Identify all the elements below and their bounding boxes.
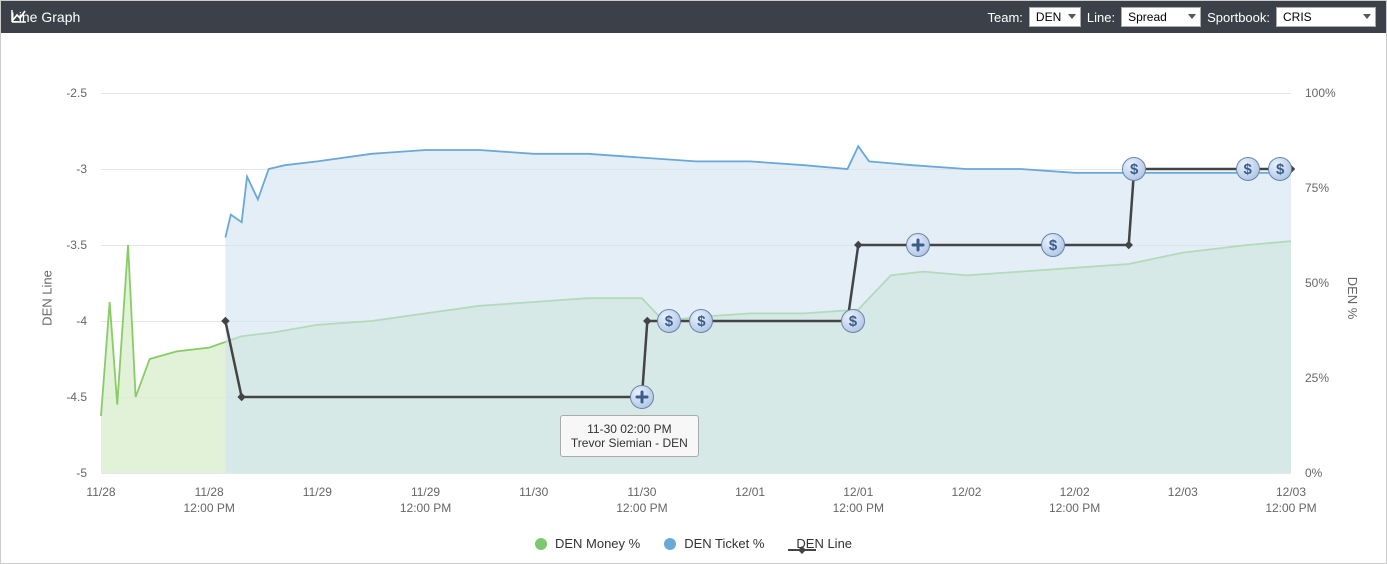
money-marker-icon[interactable]: $ — [1236, 157, 1260, 181]
legend-line[interactable]: DEN Line — [788, 536, 852, 551]
money-marker-icon[interactable]: $ — [1268, 157, 1292, 181]
legend-ticket[interactable]: DEN Ticket % — [664, 536, 764, 551]
header-controls: Team: DEN Line: Spread Sportbook: CRIS — [988, 7, 1376, 27]
x-tick: 11/30 — [489, 485, 579, 501]
x-tick: 11/29 — [272, 485, 362, 501]
money-marker-icon[interactable]: $ — [689, 309, 713, 333]
panel-header: Line Graph Team: DEN Line: Spread Sportb… — [1, 1, 1386, 33]
panel-title-wrap: Line Graph — [11, 9, 988, 25]
legend-money-dot — [535, 538, 547, 550]
chart-legend: DEN Money % DEN Ticket % DEN Line — [1, 536, 1386, 551]
line-label: Line: — [1087, 10, 1115, 25]
x-tick: 12/0212:00 PM — [1030, 485, 1120, 516]
y-right-axis-label: DEN % — [1345, 277, 1360, 320]
chart-inner: -2.5-3-3.5-4-4.5-5100%75%50%25%0%11/2811… — [1, 33, 1386, 563]
x-tick: 11/2912:00 PM — [381, 485, 471, 516]
x-tick: 12/0112:00 PM — [813, 485, 903, 516]
team-label: Team: — [988, 10, 1023, 25]
legend-ticket-label: DEN Ticket % — [684, 536, 764, 551]
legend-money[interactable]: DEN Money % — [535, 536, 640, 551]
line-select[interactable]: Spread — [1121, 7, 1201, 27]
y-left-axis-label: DEN Line — [39, 270, 54, 326]
legend-ticket-dot — [664, 538, 676, 550]
sportbook-label: Sportbook: — [1207, 10, 1270, 25]
tooltip-line2: Trevor Siemian - DEN — [571, 436, 688, 450]
x-tick: 12/0312:00 PM — [1246, 485, 1336, 516]
money-marker-icon[interactable]: $ — [841, 309, 865, 333]
x-tick: 12/01 — [705, 485, 795, 501]
money-marker-icon[interactable]: $ — [1041, 233, 1065, 257]
x-tick: 12/02 — [921, 485, 1011, 501]
x-tick: 11/3012:00 PM — [597, 485, 687, 516]
x-tick: 12/03 — [1138, 485, 1228, 501]
money-marker-icon[interactable]: $ — [657, 309, 681, 333]
line-chart-icon — [11, 9, 27, 25]
x-tick: 11/2812:00 PM — [164, 485, 254, 516]
marker-tooltip: 11-30 02:00 PMTrevor Siemian - DEN — [560, 415, 699, 457]
sportbook-select[interactable]: CRIS — [1276, 7, 1376, 27]
legend-money-label: DEN Money % — [555, 536, 640, 551]
injury-marker-icon[interactable] — [906, 233, 930, 257]
injury-marker-icon[interactable] — [630, 385, 654, 409]
money-marker-icon[interactable]: $ — [1122, 157, 1146, 181]
tooltip-line1: 11-30 02:00 PM — [571, 422, 688, 436]
team-select[interactable]: DEN — [1029, 7, 1081, 27]
chart-area: -2.5-3-3.5-4-4.5-5100%75%50%25%0%11/2811… — [1, 33, 1386, 563]
x-tick: 11/28 — [56, 485, 146, 501]
